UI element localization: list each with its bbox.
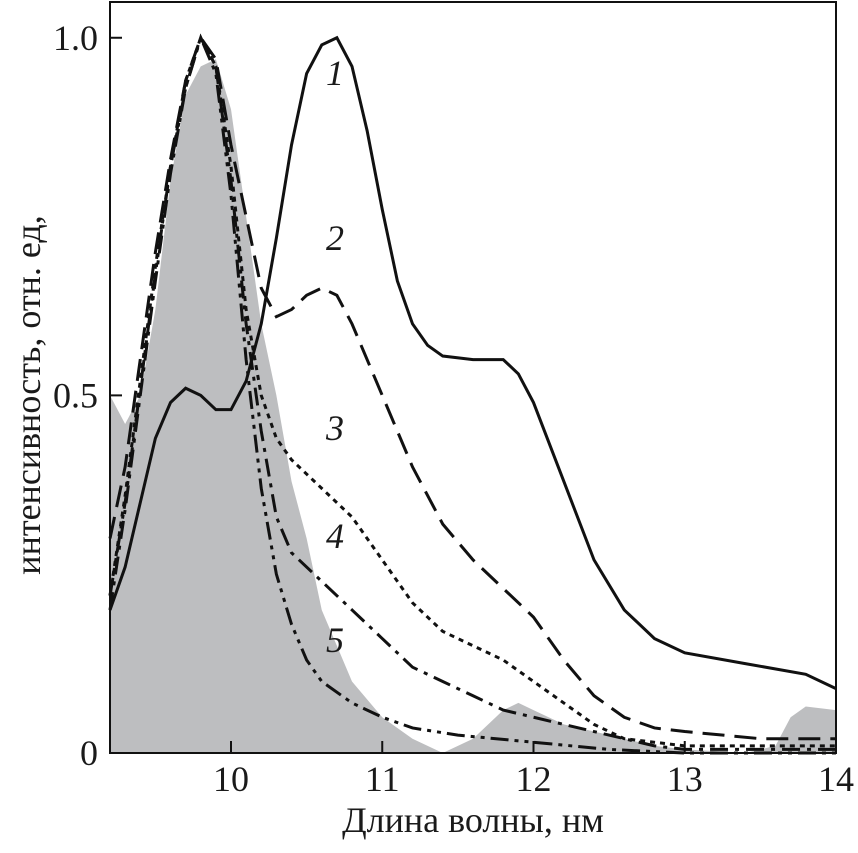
x-tick-label: 14 bbox=[818, 759, 854, 799]
x-tick-label: 10 bbox=[213, 759, 249, 799]
y-axis-label: интенсивность, отн. ед, bbox=[8, 215, 48, 574]
plot-frame bbox=[109, 1, 837, 754]
curve-label: 4 bbox=[326, 516, 344, 556]
x-tick-label: 13 bbox=[667, 759, 703, 799]
y-tick-label: 0 bbox=[80, 733, 98, 773]
x-tick-label: 11 bbox=[365, 759, 400, 799]
curve-label: 5 bbox=[326, 620, 344, 660]
curve-label: 2 bbox=[326, 218, 344, 258]
line bbox=[108, 33, 836, 755]
y-tick-label: 0.5 bbox=[53, 375, 98, 415]
x-tick-label: 12 bbox=[516, 759, 552, 799]
line bbox=[108, 33, 836, 751]
line bbox=[108, 35, 837, 690]
y-tick-label: 1.0 bbox=[53, 18, 98, 58]
curve-label: 1 bbox=[326, 53, 344, 93]
x-axis-label: Длина волны, нм bbox=[342, 800, 604, 840]
shaded-area bbox=[110, 59, 836, 753]
curve-label: 3 bbox=[325, 408, 344, 448]
